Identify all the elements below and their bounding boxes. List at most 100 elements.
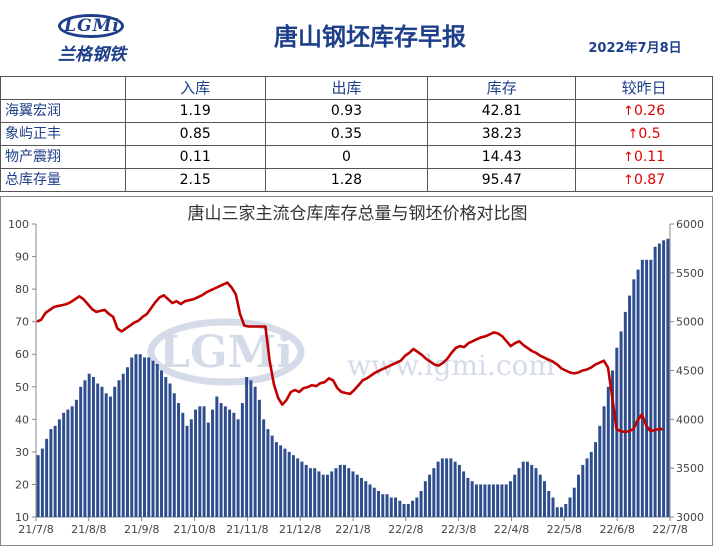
up-arrow-icon: ↑ xyxy=(623,172,634,188)
stock-bar xyxy=(40,448,44,517)
stock-bar xyxy=(274,442,278,517)
stock-bar xyxy=(70,406,74,517)
stock-bar xyxy=(257,399,261,517)
right-tick-label: 5000 xyxy=(676,316,704,329)
x-tick-label: 21/9/8 xyxy=(124,523,159,536)
right-tick-label: 3500 xyxy=(676,462,704,475)
table-row: 物产震翔 0.11 0 14.43 ↑0.11 xyxy=(0,145,713,169)
logo-chinese-text: 兰格钢铁 xyxy=(58,45,126,65)
x-tick-label: 21/7/8 xyxy=(18,523,53,536)
stock-bar xyxy=(155,363,159,517)
report-header: LGMi 兰格钢铁 唐山钢坯库存早报 2022年7月8日 xyxy=(0,0,713,76)
stock-bar xyxy=(49,429,53,517)
stock-bar xyxy=(57,419,61,517)
stock-bar xyxy=(466,477,470,517)
warehouse-name: 物产震翔 xyxy=(0,145,126,169)
stock-bar xyxy=(83,380,87,517)
stock-bar xyxy=(287,451,291,517)
stock-bar xyxy=(279,445,283,517)
left-tick-label: 20 xyxy=(15,478,29,491)
change-cell: ↑0.87 xyxy=(575,168,713,192)
x-tick-label: 22/7/8 xyxy=(652,523,687,536)
combo-chart: LGMi www.lgmi.com 10 20 30 40 50 60 70 80 90 100 300… xyxy=(8,218,704,536)
stock-bar xyxy=(589,451,593,517)
stock-bar xyxy=(445,458,449,517)
right-tick-label: 5500 xyxy=(676,267,704,280)
stock-bar xyxy=(181,412,185,517)
stock-table: 入库 出库 库存 较昨日 海翼宏润 1.19 0.93 42.81 ↑0.26 … xyxy=(0,76,713,192)
stock-bar xyxy=(402,503,406,517)
stock-bar xyxy=(508,481,512,517)
out-value: 0.93 xyxy=(264,99,429,123)
stock-bar xyxy=(228,409,232,517)
stock-value: 14.43 xyxy=(427,145,577,169)
stock-bar xyxy=(125,367,129,517)
stock-bar xyxy=(428,474,432,517)
stock-bar xyxy=(66,409,70,517)
stock-bar xyxy=(389,497,393,517)
stock-bar xyxy=(577,474,581,517)
stock-bar xyxy=(87,373,91,517)
stock-bar xyxy=(645,259,649,517)
stock-bar xyxy=(151,360,155,517)
stock-bar xyxy=(62,412,66,517)
stock-bar xyxy=(108,396,112,517)
stock-bar xyxy=(338,464,342,517)
header-out: 出库 xyxy=(264,76,429,100)
left-tick-label: 70 xyxy=(15,316,29,329)
stock-bar xyxy=(423,481,427,517)
report-date: 2022年7月8日 xyxy=(588,41,682,56)
stock-bar xyxy=(619,331,623,517)
stock-bar xyxy=(104,393,108,517)
x-tick-label: 21/10/8 xyxy=(173,523,215,536)
stock-bar xyxy=(189,419,193,517)
logo-oval-icon xyxy=(58,14,124,38)
logo-text: LGMi xyxy=(64,16,120,36)
header-change: 较昨日 xyxy=(575,76,713,100)
stock-bar xyxy=(598,425,602,517)
stock-bar xyxy=(313,468,317,517)
stock-bar xyxy=(164,377,168,517)
stock-bar xyxy=(657,243,661,517)
stock-bar xyxy=(594,442,598,517)
stock-bar xyxy=(206,422,210,517)
stock-value: 42.81 xyxy=(427,99,577,123)
stock-bar xyxy=(530,464,534,517)
stock-bar xyxy=(504,484,508,517)
x-tick-label: 22/6/8 xyxy=(599,523,634,536)
left-tick-label: 80 xyxy=(15,283,29,296)
stock-bar xyxy=(440,458,444,517)
report-title: 唐山钢坯库存早报 xyxy=(274,23,466,51)
stock-bar xyxy=(653,246,657,517)
stock-bar xyxy=(202,406,206,517)
stock-bar xyxy=(355,474,359,517)
right-tick-label: 4000 xyxy=(676,413,704,426)
stock-bar xyxy=(343,464,346,517)
x-tick-label: 22/5/8 xyxy=(547,523,582,536)
stock-bar xyxy=(457,464,461,517)
stock-bar xyxy=(308,468,312,517)
stock-bar xyxy=(487,484,491,517)
table-row: 总库存量 2.15 1.28 95.47 ↑0.87 xyxy=(0,168,713,192)
stock-bar xyxy=(572,487,576,517)
in-value: 2.15 xyxy=(124,168,266,192)
stock-bar xyxy=(134,354,138,517)
table-row: 海翼宏润 1.19 0.93 42.81 ↑0.26 xyxy=(0,99,713,123)
chart-area: LGMi www.lgmi.com 10 20 30 40 50 60 70 80 90 100 300… xyxy=(0,196,713,546)
stock-bar xyxy=(568,497,572,517)
stock-bar xyxy=(138,354,142,517)
right-tick-label: 3000 xyxy=(676,511,704,524)
stock-bar xyxy=(232,412,236,517)
stock-bar xyxy=(321,474,325,517)
stock-bar xyxy=(398,500,402,517)
stock-bar xyxy=(606,386,610,517)
watermark: LGMi www.lgmi.com xyxy=(147,318,555,386)
watermark-logo-oval xyxy=(147,318,305,386)
in-value: 0.85 xyxy=(124,122,266,146)
stock-bar xyxy=(581,464,585,517)
stock-bar xyxy=(666,238,670,517)
stock-bar xyxy=(517,468,521,517)
stock-bar xyxy=(245,377,249,517)
stock-bar xyxy=(113,386,117,517)
stock-bar xyxy=(453,461,457,517)
